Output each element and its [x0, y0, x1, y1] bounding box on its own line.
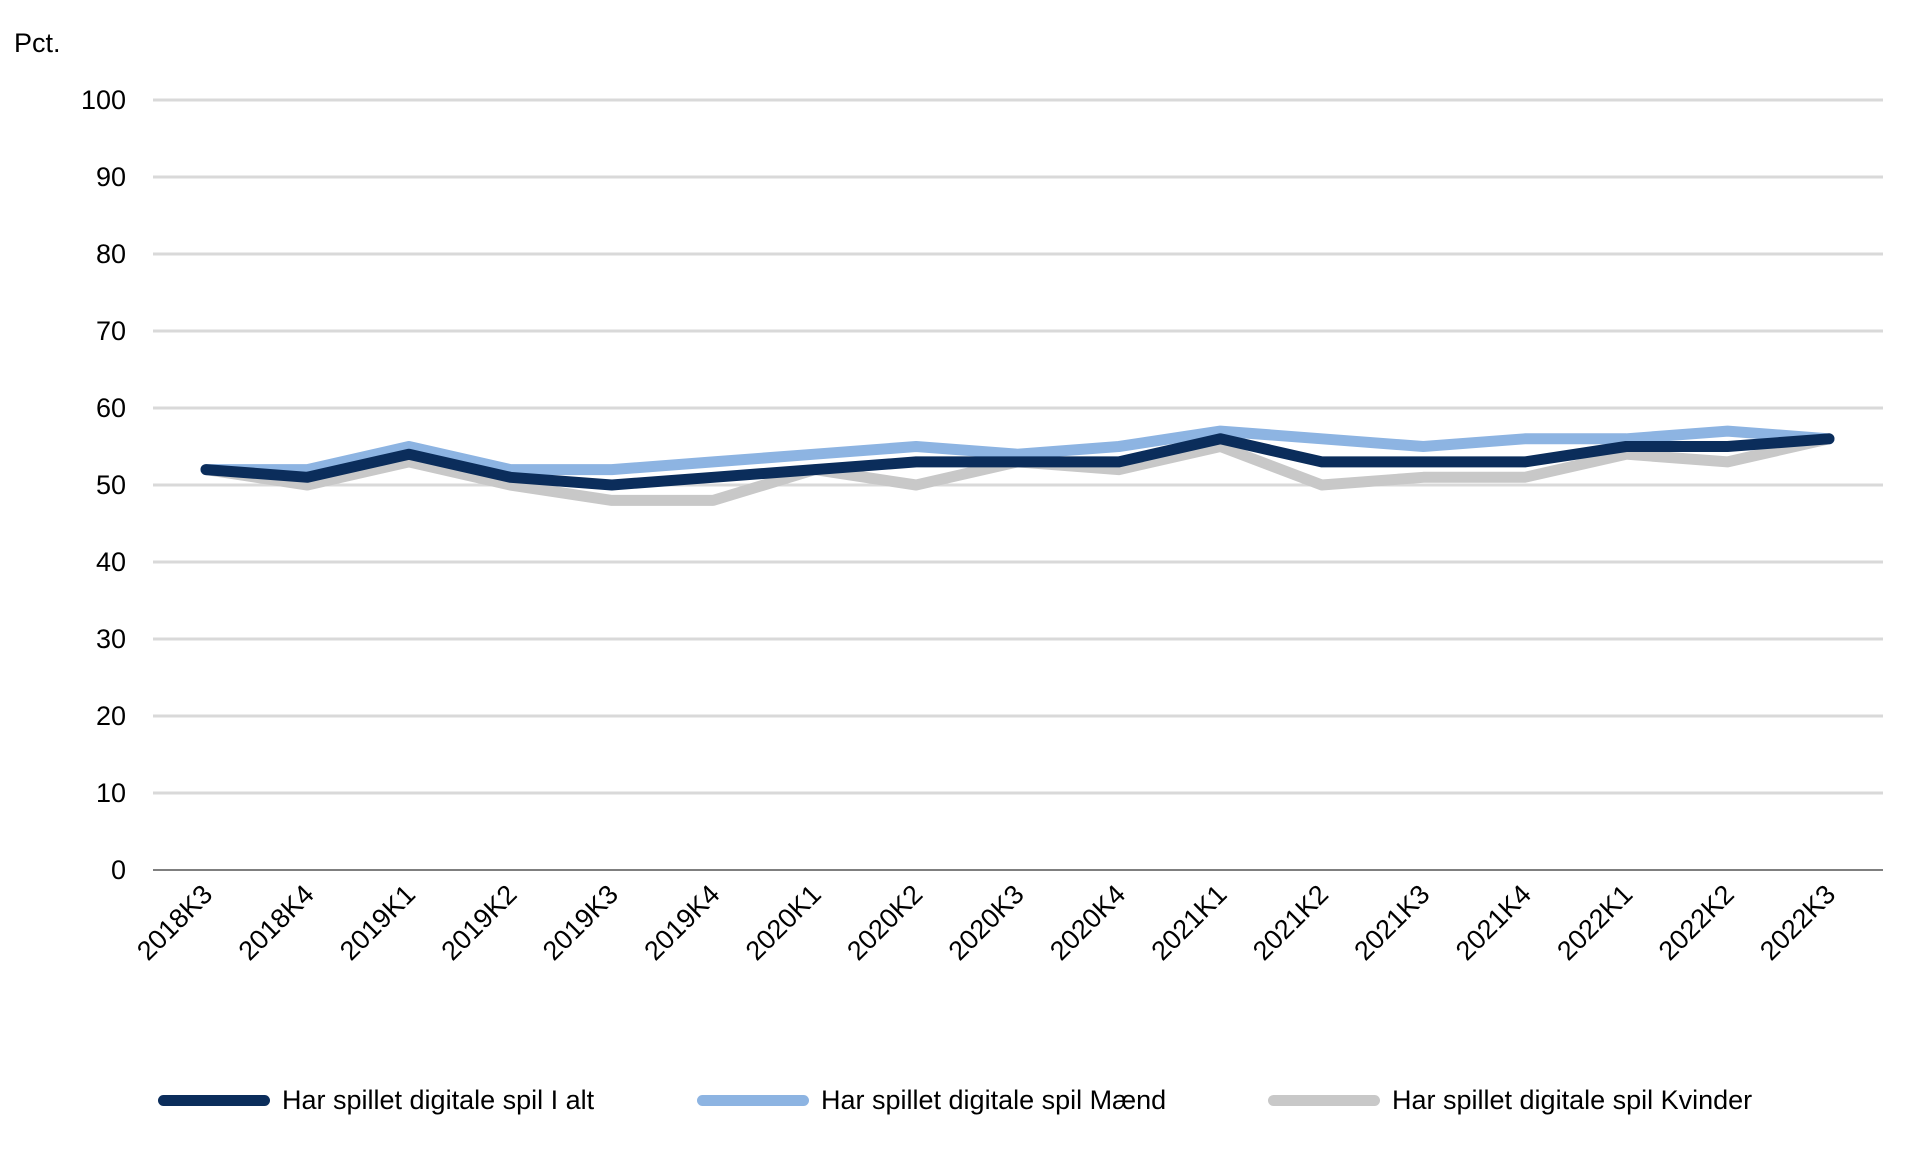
- x-axis-ticks: 2018K3 2018K4 2019K1 2019K2 2019K3 2019K4 2020…: [131, 879, 1841, 966]
- gridlines: [153, 98, 1883, 795]
- x-tick-label: 2019K1: [334, 879, 421, 966]
- y-tick-label: 20: [96, 701, 126, 731]
- x-tick-label: 2020K3: [943, 879, 1030, 966]
- legend-label: Har spillet digitale spil Kvinder: [1392, 1084, 1753, 1115]
- x-tick-label: 2020K4: [1044, 879, 1131, 966]
- x-tick-label: 2021K4: [1450, 879, 1537, 966]
- legend-item-1: Har spillet digitale spil Mænd: [697, 1075, 1166, 1125]
- y-tick-label: 100: [81, 85, 126, 115]
- series-lines: [200, 425, 1835, 506]
- x-tick-label: 2019K2: [436, 879, 523, 966]
- x-tick-label: 2018K4: [233, 879, 320, 966]
- y-tick-label: 10: [96, 778, 126, 808]
- x-tick-label: 2021K3: [1348, 879, 1435, 966]
- x-tick-label: 2021K1: [1146, 879, 1233, 966]
- legend: Har spillet digitale spil I alt Har spill…: [0, 1075, 1920, 1125]
- x-tick-label: 2022K1: [1551, 879, 1638, 966]
- legend-label: Har spillet digitale spil I alt: [282, 1084, 595, 1115]
- y-tick-label: 90: [96, 162, 126, 192]
- legend-swatch: [158, 1094, 270, 1106]
- x-tick-label: 2020K1: [740, 879, 827, 966]
- y-tick-label: 80: [96, 239, 126, 269]
- y-tick-label: 0: [111, 855, 126, 885]
- y-tick-label: 30: [96, 624, 126, 654]
- y-tick-label: 70: [96, 316, 126, 346]
- series-line-1: [200, 425, 1835, 476]
- x-tick-label: 2019K4: [638, 879, 725, 966]
- legend-item-0: Har spillet digitale spil I alt: [158, 1075, 594, 1125]
- x-tick-label: 2020K2: [841, 879, 928, 966]
- series-line-0: [200, 433, 1835, 491]
- y-tick-label: 60: [96, 393, 126, 423]
- x-tick-label: 2022K2: [1653, 879, 1740, 966]
- x-tick-label: 2018K3: [131, 879, 218, 966]
- legend-item-2: Har spillet digitale spil Kvinder: [1268, 1075, 1752, 1125]
- y-tick-label: 40: [96, 547, 126, 577]
- legend-swatch: [697, 1094, 809, 1106]
- y-tick-label: 50: [96, 470, 126, 500]
- x-tick-label: 2022K3: [1754, 879, 1841, 966]
- y-axis-unit-label: Pct.: [14, 28, 61, 58]
- y-axis-ticks: 0 10 20 30 40 50 60 70 80 90 100: [81, 85, 126, 885]
- line-chart: Pct. 0 10 20 30 40 50 60 70 80 90 100 2018K3 2018K4…: [14, 28, 1883, 966]
- legend-swatch: [1268, 1094, 1380, 1106]
- x-tick-label: 2019K3: [537, 879, 624, 966]
- x-tick-label: 2021K2: [1247, 879, 1334, 966]
- legend-label: Har spillet digitale spil Mænd: [821, 1084, 1167, 1115]
